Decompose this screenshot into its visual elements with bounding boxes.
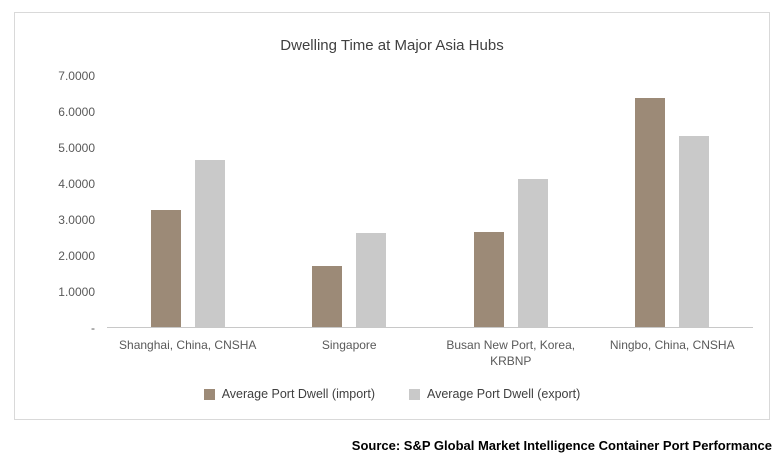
y-axis: 7.0000 6.0000 5.0000 4.0000 3.0000 2.0000 1.00… xyxy=(33,69,95,335)
bar-group xyxy=(150,76,225,327)
x-axis-category-label: Shanghai, China, CNSHA xyxy=(119,338,257,352)
x-axis-category-label: Busan New Port, Korea, KRBNP xyxy=(446,338,576,368)
y-axis-tick-label: 2.0000 xyxy=(58,249,95,263)
bar-import xyxy=(312,266,343,327)
bar-export xyxy=(679,136,710,327)
legend-item: Average Port Dwell (export) xyxy=(408,387,581,401)
chart-frame: Dwelling Time at Major Asia Hubs 7.0000 6… xyxy=(14,12,770,420)
y-axis-tick-label: - xyxy=(91,321,95,335)
y-axis-tick-label: 5.0000 xyxy=(58,141,95,155)
x-axis-labels: Shanghai, China, CNSHA Singapore Busan New… xyxy=(107,337,753,369)
legend-swatch-icon xyxy=(408,388,420,400)
bar-export xyxy=(194,160,225,327)
legend: Average Port Dwell (import) Average Port … xyxy=(15,387,769,401)
plot-area xyxy=(107,76,753,328)
legend-item: Average Port Dwell (import) xyxy=(203,387,375,401)
legend-label: Average Port Dwell (import) xyxy=(221,387,375,401)
bar-export xyxy=(356,233,387,327)
y-axis-tick-label: 4.0000 xyxy=(58,177,95,191)
x-axis-category-label: Ningbo, China, CNSHA xyxy=(609,338,735,352)
y-axis-tick-label: 7.0000 xyxy=(58,69,95,83)
y-axis-tick-label: 6.0000 xyxy=(58,105,95,119)
bar-import xyxy=(150,210,181,327)
chart-title: Dwelling Time at Major Asia Hubs xyxy=(280,37,504,54)
bar-import xyxy=(635,98,666,327)
x-axis-category-label: Singapore xyxy=(321,338,377,352)
y-axis-tick-label: 3.0000 xyxy=(58,213,95,227)
bar-export xyxy=(517,179,548,327)
legend-label: Average Port Dwell (export) xyxy=(426,387,581,401)
bar-group xyxy=(635,76,710,327)
source-attribution: Source: S&P Global Market Intelligence C… xyxy=(351,438,772,453)
y-axis-tick-label: 1.0000 xyxy=(58,285,95,299)
bar-group xyxy=(312,76,387,327)
bar-group xyxy=(473,76,548,327)
legend-swatch-icon xyxy=(203,388,215,400)
bar-import xyxy=(473,232,504,327)
